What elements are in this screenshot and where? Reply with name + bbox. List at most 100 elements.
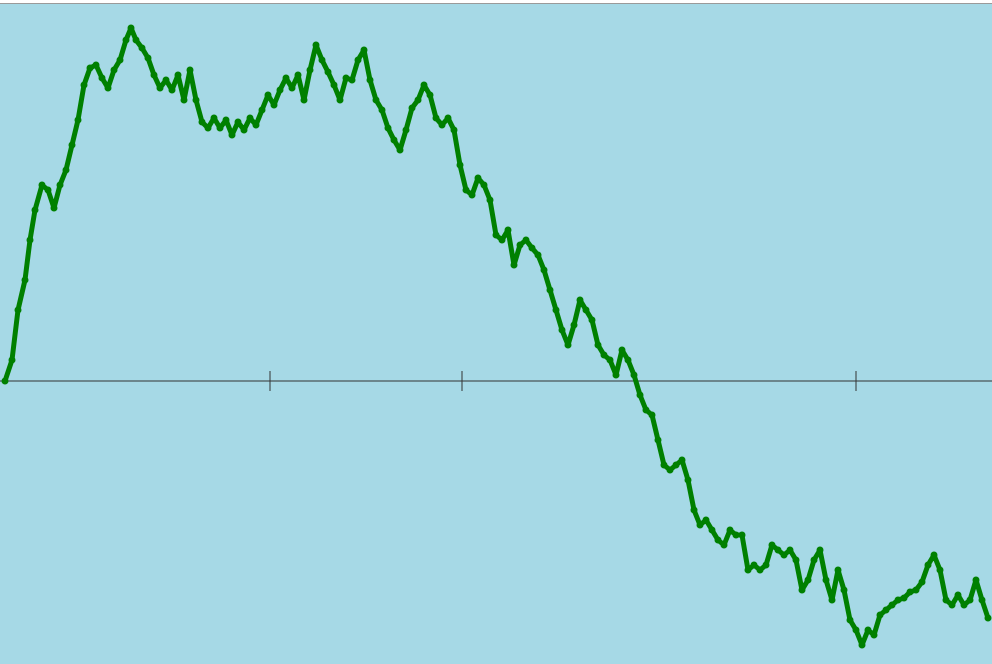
point (234, 118, 242, 126)
point (50, 204, 58, 212)
point (582, 306, 590, 314)
point (744, 566, 752, 574)
point (600, 351, 608, 359)
point (504, 226, 512, 234)
point (342, 74, 350, 82)
point (978, 596, 986, 604)
point (480, 181, 488, 189)
point (300, 96, 308, 104)
point (942, 596, 950, 604)
point (408, 104, 416, 112)
point (246, 114, 254, 122)
point (930, 551, 938, 559)
point (456, 161, 464, 169)
point (402, 126, 410, 134)
point (144, 54, 152, 62)
point (912, 586, 920, 594)
point (92, 61, 100, 69)
point (80, 81, 88, 89)
point (432, 114, 440, 122)
point (168, 86, 176, 94)
point (888, 601, 896, 609)
point (972, 576, 980, 584)
point (360, 46, 368, 54)
point (726, 526, 734, 534)
point (474, 174, 482, 182)
point (366, 76, 374, 84)
point (414, 96, 422, 104)
point (900, 594, 908, 602)
point (110, 66, 118, 74)
point (570, 321, 578, 329)
point (372, 96, 380, 104)
point (468, 191, 476, 199)
point (1, 377, 9, 385)
point (216, 124, 224, 132)
point (306, 66, 314, 74)
point (104, 84, 112, 92)
point (396, 146, 404, 154)
point (804, 576, 812, 584)
point (720, 541, 728, 549)
point (14, 306, 22, 314)
point (540, 266, 548, 274)
point (198, 118, 206, 126)
point (594, 341, 602, 349)
point (606, 356, 614, 364)
point (276, 86, 284, 94)
point (936, 566, 944, 574)
point (852, 626, 860, 634)
point (702, 516, 710, 524)
point (162, 76, 170, 84)
point (630, 371, 638, 379)
point (834, 566, 842, 574)
point (816, 546, 824, 554)
point (576, 296, 584, 304)
point (810, 556, 818, 564)
point (26, 236, 34, 244)
point (906, 588, 914, 596)
point (492, 231, 500, 239)
point (612, 371, 620, 379)
point (186, 66, 194, 74)
point (552, 306, 560, 314)
point (516, 241, 524, 249)
point (786, 546, 794, 554)
point (528, 244, 536, 252)
point (960, 601, 968, 609)
point (127, 24, 135, 32)
point (354, 56, 362, 64)
point (348, 76, 356, 84)
point (588, 316, 596, 324)
point (156, 84, 164, 92)
point (924, 561, 932, 569)
point (696, 521, 704, 529)
point (62, 166, 70, 174)
point (210, 114, 218, 122)
point (180, 96, 188, 104)
point (74, 116, 82, 124)
point (636, 391, 644, 399)
point (31, 206, 39, 214)
point (564, 341, 572, 349)
point (762, 561, 770, 569)
plot-background (0, 3, 992, 664)
point (336, 96, 344, 104)
point (666, 466, 674, 474)
point (384, 124, 392, 132)
point (894, 596, 902, 604)
point (864, 626, 872, 634)
point (330, 81, 338, 89)
point (498, 236, 506, 244)
point (522, 236, 530, 244)
point (204, 124, 212, 132)
point (534, 251, 542, 259)
point (876, 611, 884, 619)
point (294, 71, 302, 79)
point (798, 586, 806, 594)
point (984, 614, 992, 622)
point (240, 126, 248, 134)
point (426, 91, 434, 99)
